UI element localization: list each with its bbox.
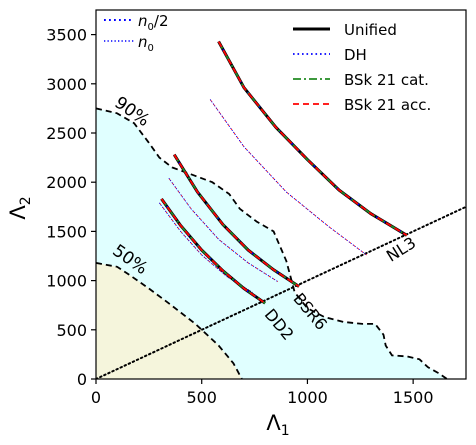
y-tick-label: 0 (77, 370, 87, 389)
y-axis-label: Λ2 (6, 196, 34, 219)
legend-left: n0/2n0 (104, 12, 169, 54)
x-tick-label: 1000 (287, 388, 328, 407)
y-tick-label: 1500 (46, 222, 87, 241)
y-tick-label: 3500 (46, 26, 87, 45)
x-tick-label: 500 (186, 388, 217, 407)
y-tick-label: 2500 (46, 124, 87, 143)
y-tick-label: 500 (56, 321, 87, 340)
legend-right: Unified DH BSk 21 cat. BSk 21 acc. (293, 21, 431, 114)
legend-right-label: BSk 21 acc. (344, 96, 431, 114)
legend-right-label: Unified (344, 21, 397, 39)
x-tick-label: 0 (91, 388, 101, 407)
legend-right-label: DH (344, 46, 367, 64)
y-tick-label: 3000 (46, 75, 87, 94)
y-tick-label: 1000 (46, 272, 87, 291)
x-tick-label: 1500 (393, 388, 434, 407)
legend-right-label: BSk 21 cat. (344, 71, 429, 89)
y-tick-label: 2000 (46, 173, 87, 192)
curve-label-nl3: NL3 (383, 233, 419, 266)
legend-left-label: n0/2 (138, 12, 169, 33)
legend-left-label: n0 (138, 33, 154, 54)
x-axis-label: Λ1 (266, 411, 289, 439)
